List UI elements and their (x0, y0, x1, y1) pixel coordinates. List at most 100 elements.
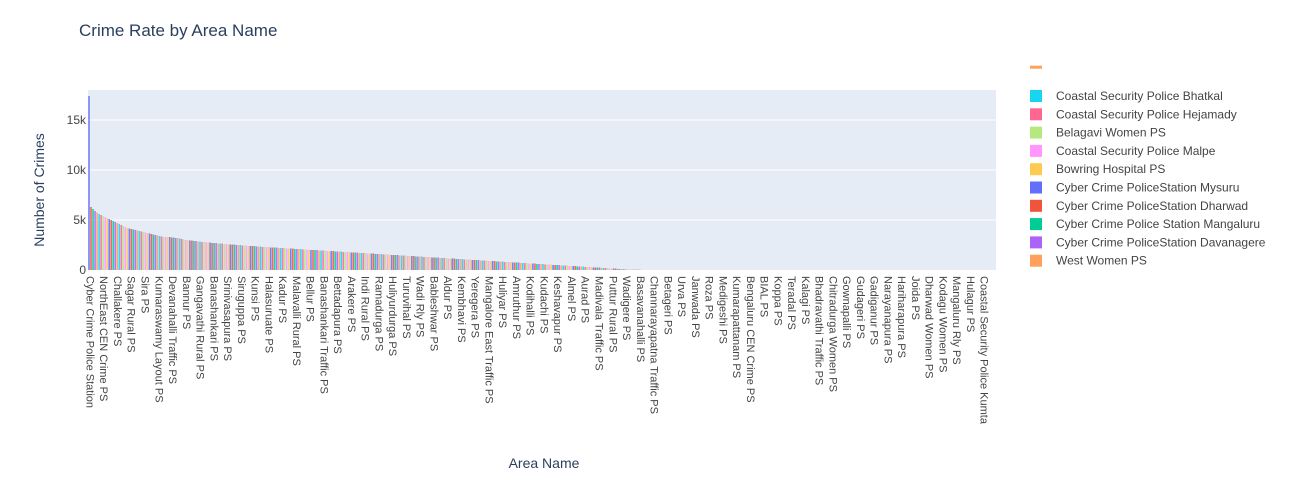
bar[interactable] (270, 248, 272, 271)
bar[interactable] (369, 254, 371, 271)
bar[interactable] (379, 254, 381, 270)
bar[interactable] (383, 255, 385, 271)
bar[interactable] (381, 254, 383, 270)
bar[interactable] (197, 242, 199, 271)
bar[interactable] (139, 231, 141, 270)
bar[interactable] (219, 244, 221, 271)
bar[interactable] (118, 224, 120, 270)
bar[interactable] (252, 246, 254, 270)
bar[interactable] (272, 248, 274, 271)
bar[interactable] (615, 269, 617, 271)
bar[interactable] (371, 254, 373, 271)
bar[interactable] (500, 262, 502, 271)
bar[interactable] (399, 256, 401, 271)
bar[interactable] (106, 218, 108, 270)
bar[interactable] (550, 265, 552, 271)
bar[interactable] (191, 241, 193, 271)
bar[interactable] (445, 258, 447, 270)
bar[interactable] (266, 247, 268, 270)
bar[interactable] (607, 268, 609, 270)
bar[interactable] (468, 260, 470, 271)
bar[interactable] (623, 269, 625, 270)
bar[interactable] (114, 222, 116, 270)
bar[interactable] (568, 266, 570, 270)
bar[interactable] (522, 263, 524, 270)
bar[interactable] (264, 247, 266, 270)
bar[interactable] (419, 257, 421, 271)
bar[interactable] (102, 216, 104, 270)
legend-item[interactable]: Coastal Security Police Bhatkal (1030, 89, 1223, 103)
bar[interactable] (256, 247, 258, 271)
bar[interactable] (544, 265, 546, 271)
bar[interactable] (431, 258, 433, 271)
bar[interactable] (177, 238, 179, 270)
bar[interactable] (179, 239, 181, 271)
bar[interactable] (455, 259, 457, 270)
bar[interactable] (96, 213, 98, 271)
bar[interactable] (609, 269, 611, 271)
bar[interactable] (619, 269, 621, 270)
bar[interactable] (451, 259, 453, 271)
bar[interactable] (389, 255, 391, 271)
bar[interactable] (552, 265, 554, 270)
bar[interactable] (601, 268, 603, 270)
bar[interactable] (514, 263, 516, 271)
bar[interactable] (562, 266, 564, 271)
bar[interactable] (560, 266, 562, 271)
bar[interactable] (581, 267, 583, 271)
bar[interactable] (116, 223, 118, 270)
bar[interactable] (207, 243, 209, 271)
bar[interactable] (302, 250, 304, 271)
bar[interactable] (405, 256, 407, 271)
bar[interactable] (326, 251, 328, 270)
bar[interactable] (516, 263, 518, 271)
bar[interactable] (417, 257, 419, 271)
bar[interactable] (296, 249, 298, 270)
bar[interactable] (173, 238, 175, 271)
bar[interactable] (108, 219, 110, 270)
bar[interactable] (538, 264, 540, 270)
bar[interactable] (201, 242, 203, 270)
bar[interactable] (221, 244, 223, 271)
bar[interactable] (320, 251, 322, 271)
bar[interactable] (611, 269, 613, 271)
bar[interactable] (324, 251, 326, 271)
bar[interactable] (401, 256, 403, 271)
bar[interactable] (506, 262, 508, 270)
bar[interactable] (443, 258, 445, 270)
bar[interactable] (397, 255, 399, 270)
bar[interactable] (375, 254, 377, 270)
bar[interactable] (90, 207, 92, 270)
bar[interactable] (355, 253, 357, 271)
bar[interactable] (391, 255, 393, 270)
legend-item[interactable]: Cyber Crime PoliceStation Mysuru (1030, 181, 1239, 195)
bar[interactable] (165, 237, 167, 270)
bar[interactable] (278, 248, 280, 270)
bar[interactable] (282, 248, 284, 270)
bar[interactable] (365, 253, 367, 270)
bar[interactable] (169, 237, 171, 270)
bar[interactable] (583, 267, 585, 271)
bar[interactable] (217, 244, 219, 271)
bar[interactable] (135, 230, 137, 270)
bar[interactable] (203, 242, 205, 270)
bar[interactable] (227, 244, 229, 270)
bar[interactable] (629, 269, 631, 270)
bar[interactable] (480, 261, 482, 271)
bar[interactable] (488, 261, 490, 270)
bar[interactable] (474, 260, 476, 270)
bar[interactable] (528, 264, 530, 271)
bar[interactable] (556, 265, 558, 270)
bar[interactable] (421, 257, 423, 271)
bar[interactable] (447, 259, 449, 271)
bar[interactable] (110, 220, 112, 270)
bar[interactable] (280, 248, 282, 270)
bar[interactable] (215, 243, 217, 270)
bar[interactable] (367, 254, 369, 271)
bar[interactable] (425, 257, 427, 270)
bar[interactable] (478, 260, 480, 270)
bar[interactable] (161, 237, 163, 271)
bar[interactable] (504, 262, 506, 270)
bar[interactable] (123, 226, 125, 270)
bar[interactable] (518, 263, 520, 271)
